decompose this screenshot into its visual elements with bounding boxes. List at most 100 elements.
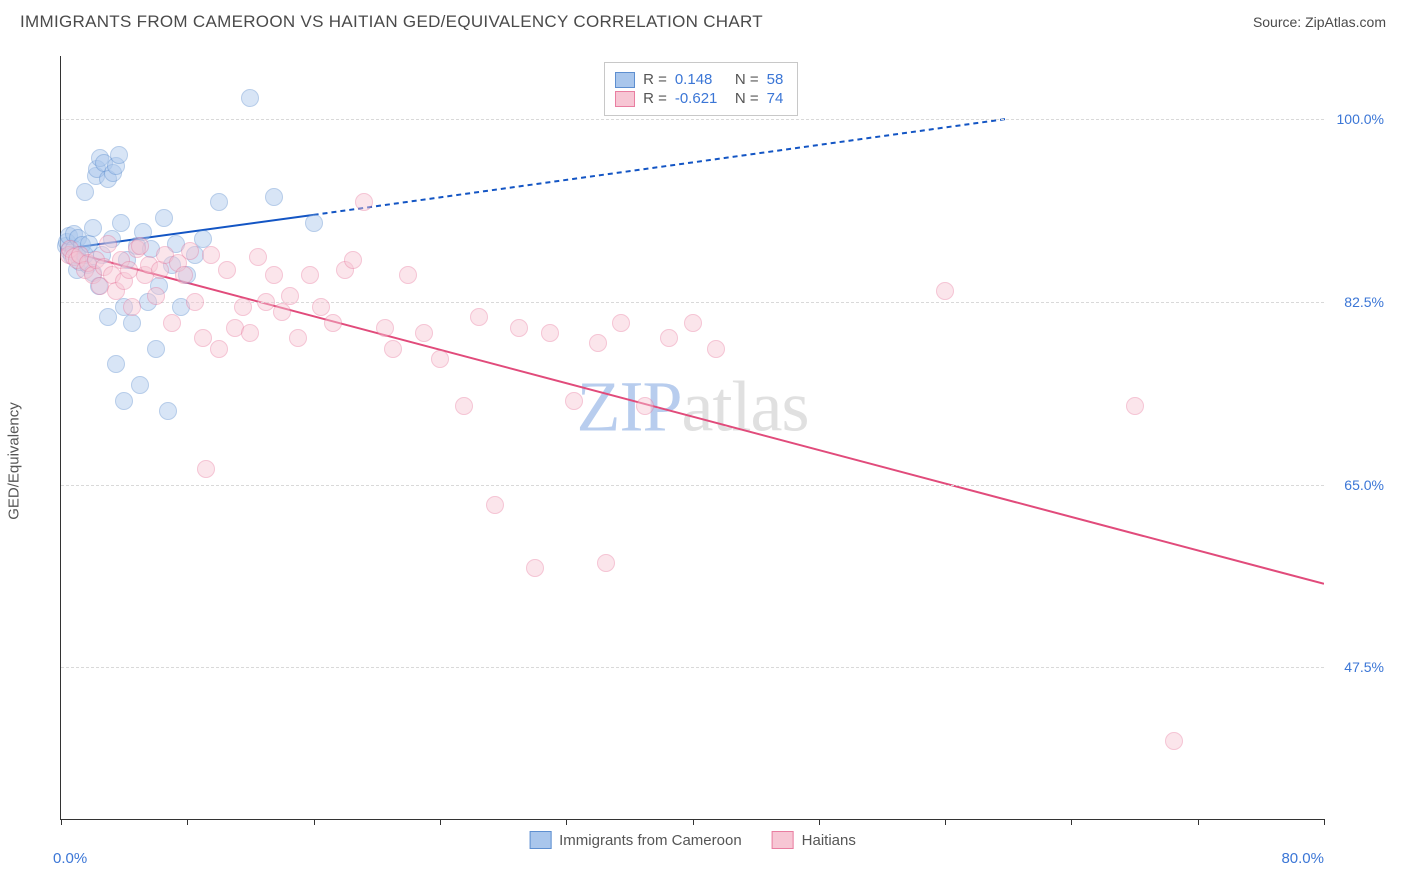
y-tick-label: 82.5% — [1328, 294, 1384, 310]
correlation-stats-box: R = 0.148 N = 58 R = -0.621 N = 74 — [604, 62, 798, 116]
source-attribution: Source: ZipAtlas.com — [1253, 14, 1386, 30]
legend-label-cameroon: Immigrants from Cameroon — [559, 832, 742, 849]
swatch-cameroon-icon — [615, 72, 635, 88]
scatter-point-haitians — [181, 242, 199, 260]
plot-area: ZIPatlas R = 0.148 N = 58 R = -0.621 N =… — [60, 56, 1324, 820]
scatter-point-cameroon — [265, 188, 283, 206]
regression-lines — [61, 56, 1324, 819]
n-value-haitians: 74 — [767, 90, 784, 107]
gridline — [61, 667, 1324, 668]
r-value-haitians: -0.621 — [675, 90, 727, 107]
scatter-point-cameroon — [305, 214, 323, 232]
x-tick-mark — [61, 819, 62, 825]
scatter-point-cameroon — [241, 89, 259, 107]
scatter-point-cameroon — [131, 376, 149, 394]
r-value-cameroon: 0.148 — [675, 71, 727, 88]
scatter-point-cameroon — [112, 214, 130, 232]
scatter-point-haitians — [249, 248, 267, 266]
scatter-point-haitians — [301, 266, 319, 284]
chart-title: IMMIGRANTS FROM CAMEROON VS HAITIAN GED/… — [20, 12, 763, 32]
scatter-point-haitians — [197, 460, 215, 478]
scatter-point-cameroon — [76, 183, 94, 201]
scatter-point-haitians — [289, 329, 307, 347]
x-axis-max-label: 80.0% — [1281, 850, 1324, 867]
scatter-point-cameroon — [99, 308, 117, 326]
y-tick-label: 47.5% — [1328, 659, 1384, 675]
gridline — [61, 485, 1324, 486]
scatter-point-haitians — [151, 261, 169, 279]
scatter-point-haitians — [281, 287, 299, 305]
chart-container: GED/Equivalency ZIPatlas R = 0.148 N = 5… — [18, 48, 1388, 874]
swatch-haitians-icon — [772, 831, 794, 849]
n-value-cameroon: 58 — [767, 71, 784, 88]
x-tick-mark — [819, 819, 820, 825]
legend: Immigrants from Cameroon Haitians — [529, 831, 856, 849]
stats-row-cameroon: R = 0.148 N = 58 — [615, 71, 783, 88]
scatter-point-haitians — [707, 340, 725, 358]
scatter-point-haitians — [210, 340, 228, 358]
y-axis-label: GED/Equivalency — [6, 402, 23, 520]
scatter-point-haitians — [344, 251, 362, 269]
gridline — [61, 119, 1324, 120]
x-tick-mark — [566, 819, 567, 825]
scatter-point-haitians — [123, 298, 141, 316]
scatter-point-haitians — [186, 293, 204, 311]
scatter-point-haitians — [612, 314, 630, 332]
scatter-point-haitians — [257, 293, 275, 311]
scatter-point-haitians — [234, 298, 252, 316]
scatter-point-cameroon — [123, 314, 141, 332]
scatter-point-cameroon — [110, 146, 128, 164]
scatter-point-cameroon — [147, 340, 165, 358]
scatter-point-haitians — [376, 319, 394, 337]
scatter-point-haitians — [131, 237, 149, 255]
scatter-point-haitians — [589, 334, 607, 352]
x-tick-mark — [1324, 819, 1325, 825]
scatter-point-haitians — [265, 266, 283, 284]
scatter-point-haitians — [684, 314, 702, 332]
scatter-point-haitians — [597, 554, 615, 572]
swatch-haitians-icon — [615, 91, 635, 107]
scatter-point-haitians — [99, 235, 117, 253]
swatch-cameroon-icon — [529, 831, 551, 849]
scatter-point-haitians — [147, 287, 165, 305]
scatter-point-haitians — [241, 324, 259, 342]
scatter-point-haitians — [1126, 397, 1144, 415]
legend-label-haitians: Haitians — [802, 832, 856, 849]
scatter-point-haitians — [510, 319, 528, 337]
legend-item-cameroon: Immigrants from Cameroon — [529, 831, 742, 849]
scatter-point-haitians — [384, 340, 402, 358]
scatter-point-haitians — [202, 246, 220, 264]
watermark: ZIPatlas — [577, 365, 809, 448]
scatter-point-haitians — [936, 282, 954, 300]
scatter-point-haitians — [526, 559, 544, 577]
x-tick-mark — [693, 819, 694, 825]
x-tick-mark — [1071, 819, 1072, 825]
x-tick-mark — [314, 819, 315, 825]
scatter-point-haitians — [541, 324, 559, 342]
x-tick-mark — [187, 819, 188, 825]
scatter-point-cameroon — [107, 355, 125, 373]
n-label: N = — [735, 71, 759, 88]
stats-row-haitians: R = -0.621 N = 74 — [615, 90, 783, 107]
scatter-point-haitians — [486, 496, 504, 514]
scatter-point-haitians — [218, 261, 236, 279]
scatter-point-cameroon — [159, 402, 177, 420]
scatter-point-haitians — [431, 350, 449, 368]
scatter-point-cameroon — [84, 219, 102, 237]
scatter-point-haitians — [175, 266, 193, 284]
x-tick-mark — [1198, 819, 1199, 825]
scatter-point-haitians — [324, 314, 342, 332]
r-label: R = — [643, 71, 667, 88]
x-axis-min-label: 0.0% — [53, 850, 87, 867]
scatter-point-haitians — [636, 397, 654, 415]
x-tick-mark — [440, 819, 441, 825]
x-tick-mark — [945, 819, 946, 825]
legend-item-haitians: Haitians — [772, 831, 856, 849]
scatter-point-haitians — [163, 314, 181, 332]
scatter-point-haitians — [415, 324, 433, 342]
y-tick-label: 100.0% — [1328, 111, 1384, 127]
n-label: N = — [735, 90, 759, 107]
y-tick-label: 65.0% — [1328, 477, 1384, 493]
scatter-point-haitians — [455, 397, 473, 415]
scatter-point-haitians — [660, 329, 678, 347]
